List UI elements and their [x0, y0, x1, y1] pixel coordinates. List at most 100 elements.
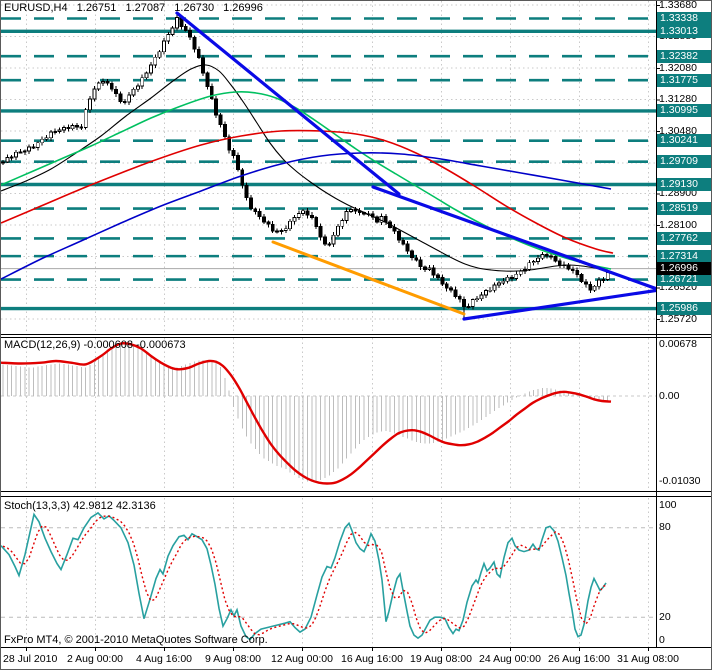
price-level-badge: 1.25986: [657, 302, 711, 315]
moving-average-mid_green: [1, 91, 612, 270]
candle-body: [166, 34, 171, 42]
stoch-k-line: [1, 511, 607, 641]
time-tick-label: 4 Aug 16:00: [135, 653, 193, 665]
candle-body: [405, 243, 410, 252]
candle-body: [35, 142, 40, 148]
candle-body: [314, 217, 319, 227]
stoch-d-line: [2, 515, 608, 636]
trendline-orange-channel[interactable]: [271, 240, 466, 316]
candle-body: [218, 114, 223, 126]
price-tick-label: 1.31280: [659, 93, 697, 106]
stoch-indicator-label: Stoch(13,3,3) 42.9812 42.3136: [4, 500, 156, 512]
macd-signal-line: [1, 342, 612, 485]
time-tick-label: 24 Aug 00:00: [479, 653, 541, 665]
macd-indicator-label: MACD(12,26,9) -0.000608 -0.000673: [4, 339, 186, 351]
price-tick-label: 1.32080: [659, 61, 697, 74]
candle-body: [444, 283, 449, 289]
macd-tick-label: 0.00678: [659, 337, 697, 350]
stoch-tick-label: 80: [659, 521, 671, 534]
candle-body: [14, 151, 18, 158]
macd-panel[interactable]: [1, 338, 656, 488]
price-level-badge: 1.29709: [657, 155, 711, 169]
candle-body: [296, 213, 301, 219]
time-tick-label: 31 Aug 08:00: [617, 653, 679, 665]
candle-body: [249, 197, 253, 210]
price-level-badge: 1.33013: [657, 24, 711, 38]
candle-body: [440, 277, 445, 285]
candle-body: [57, 129, 62, 132]
time-tick-label: 12 Aug 00:00: [271, 653, 333, 665]
moving-average-slowest_blue: [1, 152, 612, 280]
chart-header: EURUSD,H4 1.26751 1.27087 1.26730 1.2699…: [4, 2, 269, 14]
price-tick-label: 1.33680: [659, 0, 697, 11]
time-tick-label: 19 Aug 08:00: [410, 653, 472, 665]
candle-body: [575, 270, 580, 275]
candle-body: [605, 272, 610, 280]
candle-body: [601, 279, 606, 281]
candle-body: [162, 40, 166, 53]
price-level-badge: 1.32382: [657, 49, 711, 63]
main-chart-panel[interactable]: [1, 1, 659, 334]
price-tick-label: 1.25720: [659, 312, 697, 325]
candle-body: [353, 209, 358, 212]
candle-body: [427, 267, 432, 270]
price-level-badge: 1.33338: [657, 12, 711, 25]
candle-body: [153, 56, 158, 66]
candle-body: [327, 243, 332, 246]
candle-body: [270, 223, 275, 232]
candle-body: [1, 161, 5, 164]
close-value: 1.26996: [223, 2, 263, 14]
stoch-tick-label: 100: [659, 498, 677, 511]
candle-body: [127, 94, 132, 103]
moving-average-fast_black: [1, 64, 609, 272]
trendline-triangle-lower[interactable]: [462, 288, 659, 321]
time-tick-label: 28 Jul 2010: [3, 653, 58, 665]
candle-body: [92, 88, 97, 100]
candle-body: [357, 210, 362, 213]
candle-body: [144, 72, 149, 79]
time-tick-label: 2 Aug 00:00: [66, 653, 124, 665]
stoch-tick-label: 20: [659, 610, 671, 623]
candle-body: [514, 273, 519, 279]
candle-body: [135, 85, 140, 90]
stoch-panel[interactable]: [1, 498, 656, 647]
candle-body: [75, 125, 79, 128]
macd-tick-label: -0.01030: [659, 475, 701, 488]
current-price-badge: 1.26996: [657, 262, 711, 276]
candle-body: [170, 27, 175, 35]
price-level-badge: 1.30241: [657, 134, 711, 148]
candle-body: [501, 280, 506, 284]
trendline-steep-downtrend[interactable]: [175, 11, 401, 196]
candle-body: [479, 294, 484, 300]
time-tick-label: 26 Aug 16:00: [548, 653, 610, 665]
candle-body: [592, 285, 597, 291]
candle-body: [188, 29, 192, 38]
price-tick-label: 1.30480: [659, 124, 697, 137]
time-tick-label: 16 Aug 16:00: [341, 653, 403, 665]
candle-body: [240, 169, 245, 186]
candle-body: [457, 296, 462, 300]
high-value: 1.27087: [125, 2, 166, 14]
candle-body: [9, 156, 14, 159]
candle-body: [131, 88, 136, 96]
price-level-badge: 1.27762: [657, 232, 711, 245]
candle-body: [553, 256, 558, 262]
trendline-triangle-upper[interactable]: [371, 185, 657, 291]
candle-body: [349, 209, 353, 212]
candle-body: [305, 210, 310, 216]
candle-body: [492, 284, 497, 291]
candle-body: [70, 125, 75, 130]
candle-body: [318, 226, 323, 238]
price-level-badge: 1.26721: [657, 273, 711, 286]
candle-body: [209, 86, 214, 100]
candle-body: [536, 257, 540, 262]
candle-body: [584, 281, 588, 285]
moving-average-slow_red: [1, 129, 614, 254]
candle-body: [22, 150, 27, 153]
candle-body: [331, 234, 336, 245]
candle-body: [122, 100, 127, 103]
macd-title: MACD(12,26,9): [4, 339, 81, 351]
candle-body: [183, 26, 188, 31]
price-level-badge: 1.28519: [657, 202, 711, 216]
